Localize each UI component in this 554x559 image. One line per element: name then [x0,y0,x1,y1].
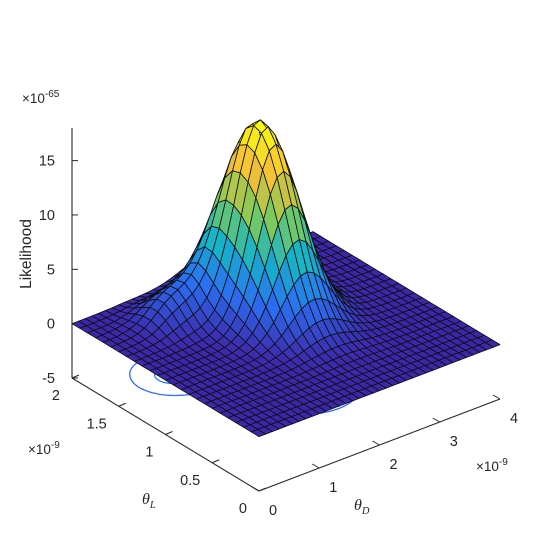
theta-l-tick [165,431,173,435]
theta-l-tick [258,487,267,492]
theta-d-tick [492,394,501,400]
theta-l-tick-label: 2 [52,388,60,404]
z-exponent-label: ×10-65 [22,89,60,106]
theta-l-tick-label: 1 [145,445,153,461]
theta-l-axis-title: θL [142,491,156,511]
theta-d-tick [312,463,320,469]
theta-d-tick [432,417,440,423]
theta-l-tick-label: 1.5 [87,416,107,432]
theta-d-tick [251,486,260,492]
theta-d-tick-label: 3 [450,434,458,450]
z-axis-title: Likelihood [18,219,35,289]
theta-l-tick [118,402,126,407]
theta-d-axis-title: θD [354,497,370,517]
z-tick-label: 10 [39,208,55,224]
theta-d-tick [372,440,380,446]
theta-l-tick-label: 0 [239,501,247,517]
theta-d-tick-label: 1 [329,480,337,496]
z-tick-label: 5 [47,262,55,278]
theta-l-tick [71,374,80,379]
theta-d-tick-label: 0 [269,503,277,519]
theta-l-tick-label: 0.5 [180,473,200,489]
z-tick-label: -5 [42,371,55,387]
theta-l-tick [212,459,220,464]
theta-d-tick-label: 2 [389,457,397,473]
theta-l-exponent-label: ×10-9 [28,440,60,457]
theta-d-exponent-label: ×10-9 [476,457,508,474]
z-tick-label: 15 [39,154,55,170]
theta-d-tick-label: 4 [510,411,518,427]
surface-patch [485,339,501,348]
z-tick-label: 0 [47,317,55,333]
